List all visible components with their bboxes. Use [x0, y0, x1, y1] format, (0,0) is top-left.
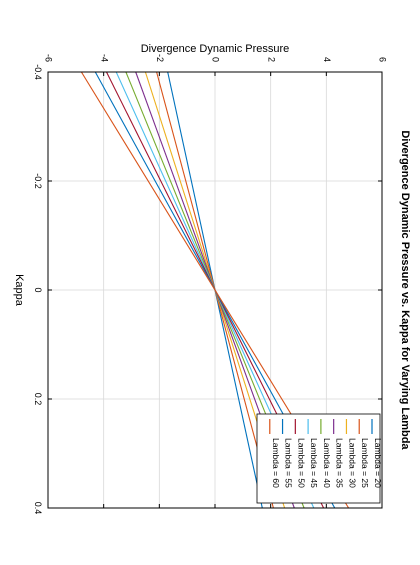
legend-label: Lambda = 40	[322, 438, 332, 488]
tick-label-pressure: 6	[378, 57, 388, 62]
tick-label-pressure: 2	[266, 57, 276, 62]
legend-label: Lambda = 50	[296, 438, 306, 488]
tick-label-kappa: -0.4	[33, 64, 43, 80]
tick-label-pressure: -6	[44, 54, 54, 62]
legend-label: Lambda = 25	[360, 438, 370, 488]
tick-label-kappa: 0.4	[33, 502, 43, 515]
tick-label-kappa: 0.2	[33, 393, 43, 406]
legend-label: Lambda = 55	[284, 438, 294, 488]
tick-label-kappa: 0	[33, 287, 43, 292]
legend-label: Lambda = 35	[335, 438, 345, 488]
x-axis-label: Kappa	[13, 274, 25, 307]
tick-label-pressure: 0	[211, 57, 221, 62]
legend-label: Lambda = 30	[347, 438, 357, 488]
legend-label: Lambda = 60	[271, 438, 281, 488]
legend-label: Lambda = 20	[373, 438, 383, 488]
legend-label: Lambda = 45	[309, 438, 319, 488]
tick-label-kappa: -0.2	[33, 173, 43, 189]
chart-title: Divergence Dynamic Pressure vs. Kappa fo…	[399, 130, 411, 450]
tick-label-pressure: 4	[322, 57, 332, 62]
tick-label-pressure: -2	[155, 54, 165, 62]
ticks: -6 -4 -2 0 2 4 6 -0.4 -0.2 0 0.2 0.4	[33, 54, 388, 514]
tick-label-pressure: -4	[99, 54, 109, 62]
y-axis-label: Divergence Dynamic Pressure	[141, 43, 290, 55]
